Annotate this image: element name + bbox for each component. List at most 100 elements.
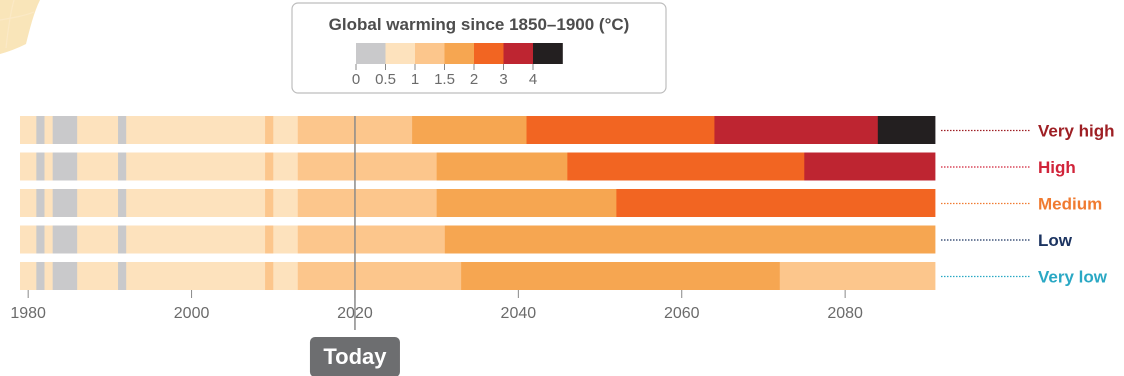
warming-segment — [616, 189, 936, 217]
legend-tick-label: 0 — [352, 71, 360, 88]
warming-segment — [44, 116, 54, 144]
warming-segment — [265, 225, 274, 254]
warming-segment — [567, 152, 805, 181]
warming-segment — [36, 225, 45, 254]
warming-segment — [281, 116, 299, 144]
warming-segment — [52, 225, 78, 254]
warming-segment — [118, 189, 127, 217]
warming-segment — [281, 152, 299, 181]
scenario-row — [20, 225, 936, 254]
today-label: Today — [323, 344, 387, 369]
x-axis: 1980 2000 2020 2040 2060 2080 — [10, 290, 863, 322]
warming-segment — [118, 116, 127, 144]
scenario-row — [20, 152, 936, 181]
x-tick-label: 2040 — [501, 305, 537, 322]
legend-tick-label: 0.5 — [375, 71, 396, 88]
warming-segment — [52, 189, 78, 217]
warming-segment — [118, 225, 127, 254]
scenario-label: Very low — [1038, 268, 1108, 287]
warming-segment — [265, 189, 274, 217]
legend-swatch — [356, 43, 386, 64]
warming-segment — [77, 152, 119, 181]
warming-segment — [36, 262, 45, 290]
warming-segment — [273, 116, 282, 144]
warming-segment — [44, 189, 54, 217]
warming-segment — [281, 262, 299, 290]
warming-segment — [526, 116, 715, 144]
warming-segment — [20, 189, 37, 217]
legend-tick-label: 1 — [411, 71, 419, 88]
legend-tick-label: 3 — [499, 71, 507, 88]
globe-decoration — [0, 0, 40, 54]
warming-segment — [273, 152, 282, 181]
warming-segment — [297, 225, 446, 254]
warming-segment — [436, 152, 568, 181]
warming-segment — [44, 152, 54, 181]
warming-segment — [265, 262, 274, 290]
legend-swatch — [474, 43, 504, 64]
legend-swatch — [415, 43, 445, 64]
scenario-label: Medium — [1038, 195, 1102, 214]
legend-title: Global warming since 1850–1900 (°C) — [329, 15, 630, 34]
warming-segment — [77, 262, 119, 290]
warming-segment — [77, 225, 119, 254]
scenario-label: Very high — [1038, 122, 1115, 141]
legend-tick-label: 1.5 — [434, 71, 455, 88]
warming-segment — [273, 262, 282, 290]
warming-segment — [265, 152, 274, 181]
scenario-label: Low — [1038, 231, 1073, 250]
warming-segment — [36, 189, 45, 217]
warming-segment — [281, 225, 299, 254]
warming-segment — [297, 152, 438, 181]
warming-segment — [20, 262, 37, 290]
warming-segment — [36, 152, 45, 181]
warming-segment — [281, 189, 299, 217]
color-legend: Global warming since 1850–1900 (°C) 0 0.5… — [291, 2, 667, 94]
warming-segment — [20, 225, 37, 254]
warming-segment — [412, 116, 527, 144]
scenario-labels: Very high High Medium Low Very low — [941, 122, 1115, 287]
warming-segment — [126, 116, 266, 144]
warming-segment — [36, 116, 45, 144]
warming-segment — [52, 152, 78, 181]
x-tick-label: 2020 — [337, 305, 373, 322]
today-box — [309, 337, 400, 376]
warming-segment — [877, 116, 936, 144]
warming-segment — [20, 152, 37, 181]
legend-swatch — [444, 43, 475, 64]
warming-segment — [126, 262, 266, 290]
scenario-bars — [20, 116, 936, 290]
warming-segment — [273, 225, 282, 254]
warming-segment — [118, 262, 127, 290]
warming-segment — [126, 189, 266, 217]
legend-swatch — [533, 43, 563, 64]
warming-segment — [444, 225, 936, 254]
warming-segment — [20, 116, 37, 144]
warming-segment — [126, 225, 266, 254]
warming-segment — [297, 189, 438, 217]
warming-segment — [118, 152, 127, 181]
warming-segment — [77, 189, 119, 217]
scenario-row — [20, 116, 936, 144]
legend-swatch — [503, 43, 534, 64]
x-tick-label: 1980 — [10, 305, 46, 322]
warming-segment — [44, 225, 54, 254]
legend-tick-label: 4 — [529, 71, 537, 88]
warming-segment — [714, 116, 879, 144]
legend-swatch — [385, 43, 416, 64]
warming-segment — [265, 116, 274, 144]
warming-segment — [297, 262, 462, 290]
scenario-row — [20, 262, 936, 290]
warming-segment — [44, 262, 54, 290]
warming-segment — [52, 262, 78, 290]
warming-segment — [779, 262, 936, 290]
warming-segment — [126, 152, 266, 181]
warming-segment — [77, 116, 119, 144]
x-tick-label: 2000 — [174, 305, 210, 322]
x-tick-label: 2080 — [827, 305, 863, 322]
warming-segment — [436, 189, 617, 217]
warming-segment — [804, 152, 936, 181]
scenario-row — [20, 189, 936, 217]
legend-tick-label: 2 — [470, 71, 478, 88]
